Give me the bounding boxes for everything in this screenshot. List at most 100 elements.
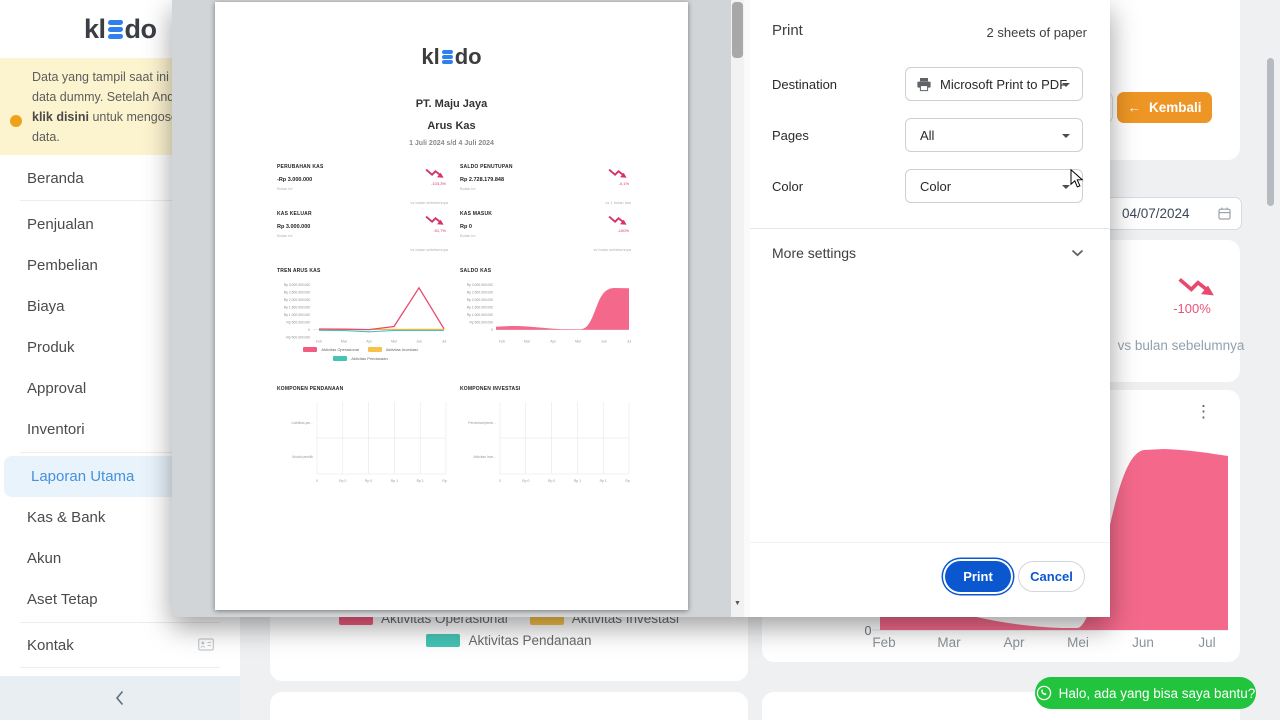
sidebar-item-beranda[interactable]: Beranda [27, 170, 84, 187]
divider [750, 228, 1110, 229]
background-card [270, 692, 748, 720]
preview-scrollbar-thumb[interactable] [732, 2, 743, 58]
svg-text:Jun: Jun [416, 340, 422, 344]
chevron-down-icon [1062, 185, 1070, 189]
sidebar-item-inventori[interactable]: Inventori [27, 421, 85, 438]
svg-text:Liabilitas jan...: Liabilitas jan... [292, 421, 314, 425]
kledo-logo: kl do [84, 14, 157, 45]
pages-label: Pages [772, 128, 809, 143]
svg-text:Mei: Mei [391, 340, 397, 344]
trend-down-arrow-icon [608, 168, 627, 178]
kpi-perubahan-kas: PERUBAHAN KAS -Rp 3.000.000 Bulan ini -1… [277, 164, 448, 205]
logo-text-left: kl [84, 14, 106, 44]
sidebar-item-approval[interactable]: Approval [27, 380, 87, 397]
stat-comparison-label: vs bulan sebelumnya [1117, 338, 1245, 353]
svg-text:Aktivitas inve...: Aktivitas inve... [473, 455, 496, 459]
sheets-count: 2 sheets of paper [986, 25, 1087, 40]
sidebar-item-kas-bank[interactable]: Kas & Bank [27, 509, 106, 526]
legend-swatch-pendanaan [426, 634, 461, 647]
print-button[interactable]: Print [945, 561, 1011, 592]
chevron-down-icon [1062, 83, 1070, 87]
svg-text:Rp 0: Rp 0 [522, 479, 529, 483]
print-dialog-title: Print [772, 22, 803, 39]
collapse-sidebar-icon[interactable] [114, 689, 126, 707]
x-tick: Feb [872, 635, 895, 650]
doc-chart-legend-row2: Aktivitas Pendanaan [273, 356, 448, 361]
svg-text:Feb: Feb [316, 340, 322, 344]
notice-line1: Data yang tampil saat ini a [32, 70, 180, 84]
print-preview-pane: kl do PT. Maju Jaya Arus Kas 1 Juli 2024… [172, 0, 750, 617]
pages-select[interactable]: All [905, 118, 1083, 152]
preview-gutter [744, 0, 750, 617]
sidebar-item-penjualan[interactable]: Penjualan [27, 216, 94, 233]
sidebar-item-aset-tetap[interactable]: Aset Tetap [27, 591, 98, 608]
document-title: Arus Kas [427, 120, 476, 132]
svg-text:Rp 3.000.000.000: Rp 3.000.000.000 [467, 283, 493, 287]
dummy-data-notice: Data yang tampil saat ini a data dummy. … [0, 58, 200, 155]
svg-text:Rp 0: Rp 0 [548, 479, 555, 483]
notice-line3: klik disini untuk mengoso [32, 110, 178, 124]
svg-text:Jul: Jul [442, 340, 447, 344]
tren-arus-kas-title: TREN ARUS KAS [277, 268, 321, 274]
sidebar-item-pembelian[interactable]: Pembelian [27, 257, 98, 274]
notice-link[interactable]: klik disini [32, 110, 89, 124]
svg-text:Rp 2.000.000.000: Rp 2.000.000.000 [284, 298, 310, 302]
preview-scroll-down-button[interactable]: ▼ [731, 596, 744, 611]
document-kledo-logo: kl do [421, 44, 482, 69]
komponen-pendanaan-chart: Liabilitas jan... Modal pemilik 0 Rp 0 R… [292, 402, 448, 483]
saldo-kas-title: SALDO KAS [460, 268, 492, 274]
saldo-kas-area-chart: 0 Feb Mar Apr Mei Jun Jul [865, 449, 1228, 650]
sidebar-item-kontak[interactable]: Kontak [27, 637, 74, 654]
svg-text:Rp 2.500.000.000: Rp 2.500.000.000 [467, 291, 493, 295]
color-select[interactable]: Color [905, 169, 1083, 203]
cancel-button[interactable]: Cancel [1018, 561, 1085, 592]
svg-text:Rp 1.000.000.000: Rp 1.000.000.000 [467, 313, 493, 317]
sidebar-item-biaya[interactable]: Biaya [27, 298, 65, 315]
color-label: Color [772, 179, 804, 194]
komponen-pendanaan-title: KOMPONEN PENDANAAN [277, 386, 344, 392]
sidebar-item-produk[interactable]: Produk [27, 339, 75, 356]
kpi-kas-masuk: KAS MASUK Rp 0 Bulan ini -100% vs bulan … [460, 211, 631, 252]
x-tick: Jul [1198, 635, 1215, 650]
contact-card-icon [198, 638, 214, 651]
komponen-investasi-chart: Perolehan/pemb... Aktivitas inve... 0 Rp… [468, 402, 631, 483]
more-settings-toggle[interactable]: More settings [772, 245, 857, 261]
page-scrollbar-thumb[interactable] [1267, 58, 1274, 206]
svg-text:Feb: Feb [499, 340, 505, 344]
stat-percentage: -100% [1173, 301, 1211, 316]
back-arrow-icon: ← [1127, 100, 1141, 115]
svg-text:Apr: Apr [366, 340, 372, 344]
whatsapp-chat-button[interactable]: Halo, ada yang bisa saya bantu? [1035, 677, 1256, 709]
print-dialog: kl do PT. Maju Jaya Arus Kas 1 Juli 2024… [172, 0, 1110, 617]
warning-dot-icon [10, 115, 22, 127]
chart-legend-row2: Aktivitas Pendanaan [270, 633, 748, 648]
trend-down-arrow-icon [425, 215, 444, 225]
svg-text:Rp 0: Rp 0 [339, 479, 346, 483]
date-input[interactable]: 04/07/2024 [1093, 197, 1242, 230]
sidebar-item-akun[interactable]: Akun [27, 550, 62, 567]
y-axis-zero-label: 0 [865, 624, 872, 638]
document-company: PT. Maju Jaya [415, 98, 488, 110]
divider [20, 200, 220, 201]
svg-text:Perolehan/pemb...: Perolehan/pemb... [468, 421, 496, 425]
divider [750, 542, 1110, 543]
kebab-menu-icon[interactable]: ⋮ [1195, 402, 1212, 421]
x-tick: Mei [1067, 635, 1089, 650]
tren-arus-kas-chart: Rp 3.000.000.000 Rp 2.500.000.000 Rp 2.0… [284, 283, 447, 344]
svg-text:0: 0 [308, 328, 310, 332]
svg-text:Rp 2.000.000.000: Rp 2.000.000.000 [467, 298, 493, 302]
kembali-button[interactable]: ← Kembali [1117, 92, 1212, 123]
preview-scrollbar-track[interactable] [731, 0, 744, 617]
destination-select[interactable]: Microsoft Print to PDF [905, 67, 1083, 101]
x-tick: Mar [937, 635, 961, 650]
kpi-kas-keluar: KAS KELUAR Rp 3.000.000 Bulan ini -91,7%… [277, 211, 448, 252]
notice-line4: data. [32, 130, 60, 144]
date-value: 04/07/2024 [1122, 206, 1190, 221]
svg-text:Jul: Jul [627, 340, 631, 344]
chevron-down-icon[interactable] [1071, 249, 1084, 257]
svg-text:Rp 1: Rp 1 [417, 479, 424, 483]
print-settings-pane: Print 2 sheets of paper Destination Micr… [750, 0, 1110, 617]
svg-text:Mei: Mei [575, 340, 581, 344]
saldo-kas-doc-chart: Rp 3.000.000.000 Rp 2.500.000.000 Rp 2.0… [467, 283, 631, 344]
notice-line2: data dummy. Setelah And [32, 90, 175, 104]
